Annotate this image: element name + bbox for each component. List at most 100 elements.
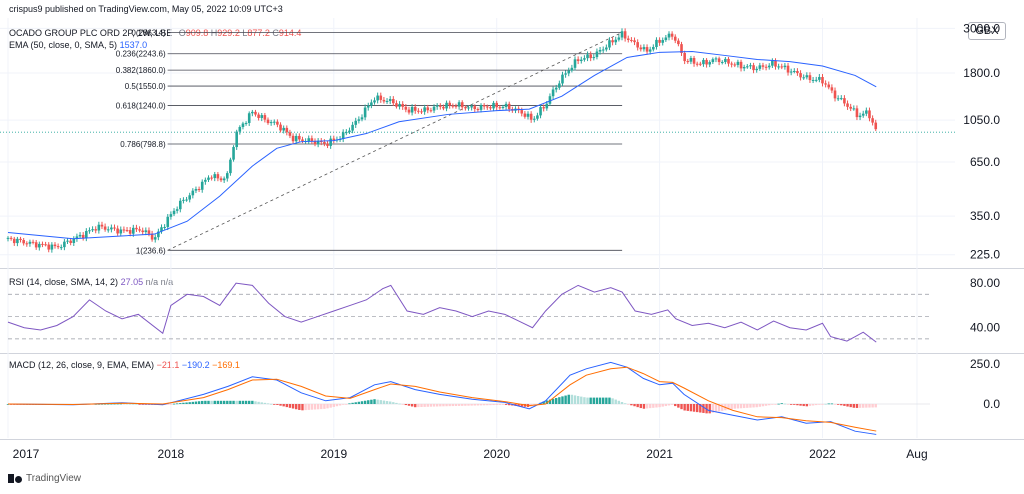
rsi-axis-tick: 80.00	[970, 276, 1000, 290]
candle-up	[742, 66, 746, 69]
macd-histogram-bar	[122, 403, 126, 405]
candle-down	[263, 115, 267, 120]
time-axis-tick: 2022	[809, 447, 836, 461]
time-axis-tick: 2019	[320, 447, 347, 461]
macd-histogram-bar	[435, 404, 439, 407]
candle-up	[185, 199, 188, 201]
macd-axis-tick: 0.0	[983, 397, 1000, 411]
macd-histogram-bar	[285, 404, 289, 408]
candle-up	[865, 110, 868, 114]
macd-histogram-bar	[768, 404, 771, 406]
macd-histogram-bar	[254, 401, 257, 404]
macd-histogram-bar	[564, 395, 567, 404]
candle-down	[658, 39, 661, 43]
macd-histogram-bar	[367, 400, 370, 404]
macd-histogram-bar	[401, 404, 404, 405]
candle-up	[777, 66, 780, 68]
macd-histogram-bar	[699, 404, 702, 413]
candle-down	[799, 73, 802, 78]
candle-up	[423, 107, 426, 112]
macd-histogram-bar	[583, 397, 586, 404]
macd-histogram-bar	[683, 404, 686, 411]
candle-up	[247, 113, 251, 123]
macd-histogram-bar	[749, 404, 752, 408]
candle-down	[9, 237, 13, 239]
candle-down	[705, 59, 708, 65]
macd-histogram-bar	[476, 404, 480, 406]
candle-down	[680, 44, 683, 53]
candle-up	[746, 66, 749, 68]
macd-histogram-bar	[595, 397, 599, 404]
candle-down	[761, 65, 765, 67]
macd-histogram-bar	[310, 404, 314, 410]
candle-down	[523, 113, 527, 117]
candle-up	[470, 106, 473, 108]
candle-up	[564, 73, 567, 75]
price-axis-tick: 650.0	[970, 155, 1000, 169]
macd-histogram-bar	[103, 403, 107, 405]
macd-histogram-bar	[370, 399, 373, 404]
candle-down	[116, 228, 119, 234]
macd-histogram-bar	[551, 398, 555, 404]
macd-histogram-bar	[783, 403, 787, 405]
candle-up	[792, 71, 796, 73]
candle-up	[282, 127, 285, 131]
macd-histogram-bar	[808, 404, 812, 406]
macd-histogram-bar	[348, 403, 351, 405]
macd-histogram-bar	[849, 404, 852, 408]
macd-histogram-bar	[288, 404, 292, 408]
candle-down	[135, 227, 138, 230]
macd-histogram-bar	[407, 404, 411, 406]
macd-histogram-bar	[739, 404, 743, 409]
candle-down	[53, 244, 57, 247]
macd-histogram-bar	[818, 404, 821, 405]
macd-histogram-bar	[110, 403, 113, 405]
symbol-label[interactable]: OCADO GROUP PLC ORD 2P, 1W, LSE	[9, 28, 173, 38]
macd-histogram-bar	[614, 399, 617, 404]
macd-histogram-bar	[652, 404, 655, 408]
macd-histogram-bar	[266, 403, 270, 405]
macd-histogram-bar	[771, 404, 774, 405]
candle-up	[188, 195, 191, 200]
candle-down	[464, 107, 467, 109]
candle-up	[88, 230, 91, 232]
macd-legend[interactable]: MACD (12, 26, close, 9, EMA, EMA) −21.1 …	[9, 360, 240, 370]
candle-up	[160, 227, 163, 232]
macd-histogram-bar	[135, 403, 138, 405]
macd-histogram-bar	[730, 404, 733, 410]
macd-histogram-bar	[504, 404, 508, 405]
time-axis-tick: 2021	[646, 447, 673, 461]
candle-down	[219, 178, 223, 181]
candle-up	[836, 98, 840, 100]
fib-trend-line	[167, 32, 623, 251]
candle-down	[868, 110, 871, 119]
candle-up	[222, 178, 226, 181]
candle-up	[755, 68, 759, 71]
macd-histogram-bar	[295, 404, 298, 410]
currency-badge[interactable]: GBX	[968, 22, 1006, 40]
rsi-legend[interactable]: RSI (14, close, SMA, 14, 2) 27.05 n/a n/…	[9, 277, 173, 287]
macd-histogram-bar	[257, 401, 260, 404]
macd-histogram-bar	[805, 404, 809, 407]
macd-histogram-bar	[570, 394, 574, 404]
ema-legend[interactable]: EMA (50, close, 0, SMA, 5) 1537.0	[9, 40, 147, 50]
candle-down	[786, 65, 790, 73]
candle-up	[758, 65, 762, 69]
candle-down	[413, 106, 417, 111]
macd-histogram-bar	[830, 403, 834, 405]
macd-histogram-bar	[865, 404, 868, 408]
candle-up	[341, 132, 345, 140]
tradingview-logo[interactable]: TradingView	[8, 473, 81, 484]
macd-histogram-bar	[269, 403, 273, 405]
macd-histogram-bar	[517, 404, 520, 407]
candle-up	[316, 140, 320, 145]
candle-up	[467, 107, 470, 109]
candle-down	[727, 58, 730, 64]
candle-up	[536, 115, 539, 119]
macd-histogram-bar	[862, 404, 865, 408]
macd-histogram-bar	[633, 404, 636, 407]
macd-histogram-bar	[486, 404, 489, 406]
candle-up	[172, 210, 176, 215]
candle-up	[191, 190, 195, 196]
